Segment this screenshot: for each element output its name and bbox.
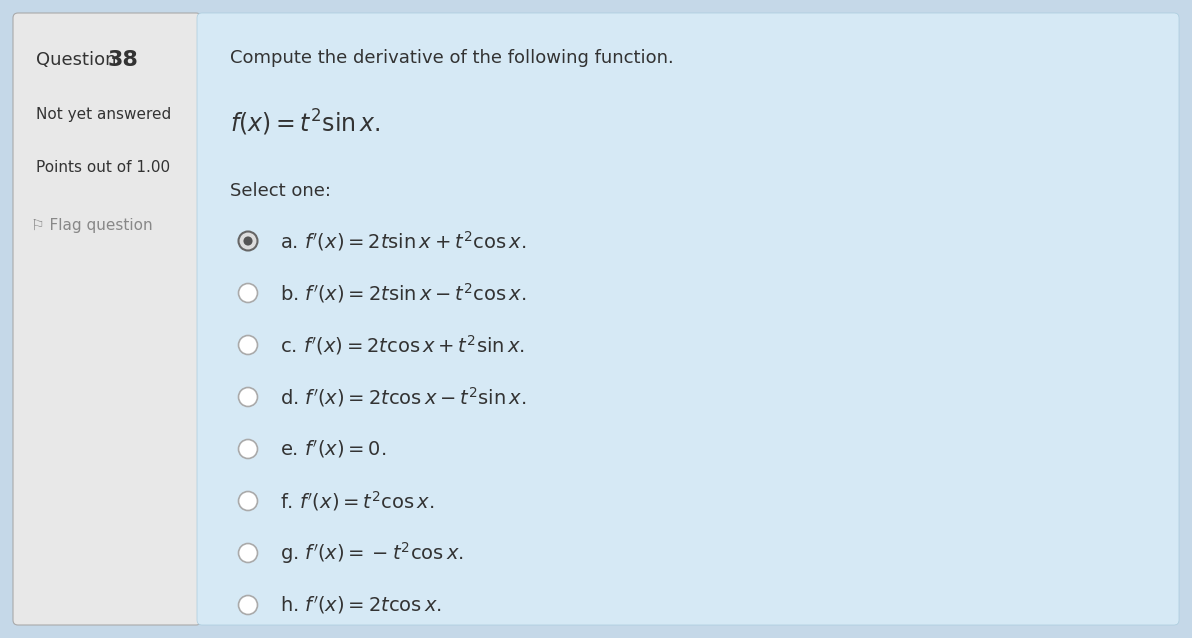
FancyBboxPatch shape — [13, 13, 201, 625]
Text: f. $f'(x) = t^2 \cos x.$: f. $f'(x) = t^2 \cos x.$ — [280, 489, 434, 513]
Text: g. $f'(x) = -t^2 \cos x.$: g. $f'(x) = -t^2 \cos x.$ — [280, 540, 464, 566]
Text: Not yet answered: Not yet answered — [36, 107, 172, 122]
Text: b. $f'(x) = 2t\sin x - t^2 \cos x.$: b. $f'(x) = 2t\sin x - t^2 \cos x.$ — [280, 281, 527, 305]
Text: c. $f'(x) = 2t\cos x + t^2 \sin x.$: c. $f'(x) = 2t\cos x + t^2 \sin x.$ — [280, 333, 524, 357]
Text: d. $f'(x) = 2t\cos x - t^2 \sin x.$: d. $f'(x) = 2t\cos x - t^2 \sin x.$ — [280, 385, 527, 409]
Circle shape — [238, 544, 257, 563]
Circle shape — [238, 283, 257, 302]
Circle shape — [243, 237, 253, 246]
Circle shape — [238, 440, 257, 459]
Circle shape — [238, 336, 257, 355]
FancyBboxPatch shape — [197, 13, 1179, 625]
Text: $f(x) = t^2 \sin x.$: $f(x) = t^2 \sin x.$ — [230, 108, 380, 138]
Text: e. $f'(x) = 0.$: e. $f'(x) = 0.$ — [280, 438, 386, 460]
Text: h. $f'(x) = 2t\cos x.$: h. $f'(x) = 2t\cos x.$ — [280, 594, 442, 616]
Circle shape — [238, 232, 257, 251]
Text: 38: 38 — [108, 50, 139, 70]
Text: Points out of 1.00: Points out of 1.00 — [36, 161, 170, 175]
Text: Select one:: Select one: — [230, 182, 331, 200]
Text: Compute the derivative of the following function.: Compute the derivative of the following … — [230, 49, 673, 67]
Text: ⚐ Flag question: ⚐ Flag question — [31, 218, 153, 232]
Circle shape — [238, 595, 257, 614]
Text: Question: Question — [36, 51, 123, 69]
Circle shape — [238, 387, 257, 406]
Text: a. $f'(x) = 2t\sin x + t^2 \cos x.$: a. $f'(x) = 2t\sin x + t^2 \cos x.$ — [280, 229, 526, 253]
Circle shape — [238, 491, 257, 510]
